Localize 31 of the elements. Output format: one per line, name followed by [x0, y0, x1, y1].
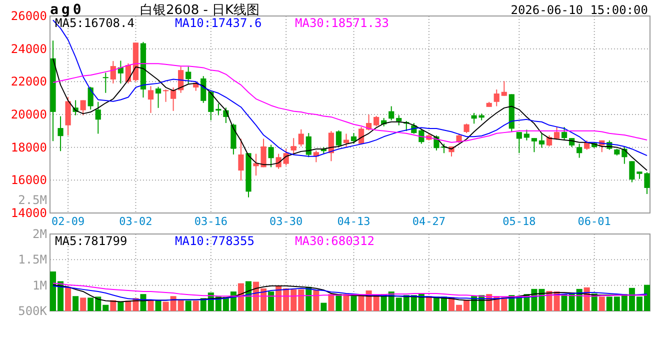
annotation: ag0 — [50, 2, 84, 18]
text: MA10:17437.6 — [175, 16, 262, 30]
x-tick-label: 03-16 — [194, 215, 228, 228]
text: MA30:680312 — [295, 234, 374, 248]
x-tick-label: 02-09 — [51, 215, 85, 228]
y-tick-label: 14000 — [10, 206, 47, 220]
y-tick-label: 26000 — [10, 9, 47, 23]
x-tick-label: 06-01 — [578, 215, 611, 228]
text: MA5:16708.4 — [55, 16, 134, 30]
y-tick-label: 2M — [32, 227, 47, 241]
text: MA5:781799 — [55, 234, 128, 248]
y-tick-label: 1M — [32, 278, 47, 292]
y-tick-label: 24000 — [10, 42, 47, 56]
x-tick-label: 04-27 — [412, 215, 446, 228]
x-tick-label: 05-18 — [502, 215, 536, 228]
y-tick-label: 1.5M — [18, 252, 47, 267]
text: 2.5M — [18, 193, 47, 207]
x-tick-label: 03-30 — [270, 215, 303, 228]
line-series — [52, 58, 648, 171]
x-tick-label: 04-13 — [337, 215, 370, 228]
y-tick-label: 16000 — [10, 173, 47, 188]
chart-title: 白银2608 - 日K线图 — [140, 3, 260, 18]
annotation: 2026-06-10 15:00:00 — [510, 3, 648, 17]
y-tick-label: 500K — [18, 304, 48, 318]
text: MA30:18571.33 — [295, 16, 389, 30]
y-tick-label: 22000 — [10, 74, 47, 89]
line-series — [52, 282, 648, 298]
text: MA10:778355 — [175, 234, 254, 248]
x-tick-label: 03-02 — [119, 215, 152, 228]
y-tick-label: 20000 — [10, 108, 47, 122]
y-tick-label: 18000 — [10, 140, 47, 154]
